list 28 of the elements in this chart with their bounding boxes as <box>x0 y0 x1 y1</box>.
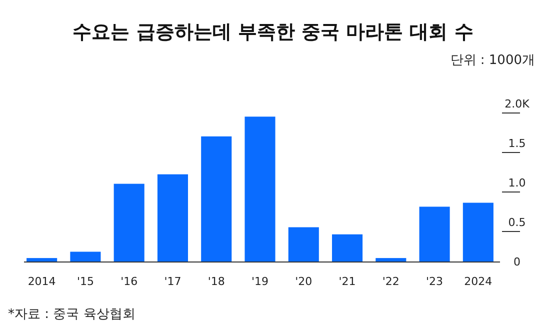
x-tick-label: 2024 <box>464 275 492 288</box>
bar <box>462 202 494 262</box>
bar <box>244 116 276 262</box>
y-tick-label: 1.5 <box>508 137 526 150</box>
bar <box>114 184 144 262</box>
x-tick-label: '20 <box>295 275 312 288</box>
chart-title: 수요는 급증하는데 부족한 중국 마라톤 대회 수 <box>72 21 474 43</box>
x-tick-label: '17 <box>164 275 182 288</box>
x-tick-label: '21 <box>338 275 356 288</box>
y-tick-label: 0.5 <box>508 216 526 229</box>
x-tick-label: '16 <box>120 275 138 288</box>
x-tick-label: 2014 <box>28 275 56 288</box>
x-tick-label: '22 <box>382 275 400 288</box>
bar <box>201 136 232 262</box>
bar <box>70 252 101 262</box>
y-tick-label: 0 <box>514 256 520 268</box>
bar <box>419 206 450 262</box>
bar <box>288 227 319 262</box>
x-tick-label: '18 <box>208 275 225 288</box>
y-tick-label: 1.0 <box>508 176 526 190</box>
x-tick-label: '23 <box>426 275 444 288</box>
y-tick-label: 2.0K <box>504 98 530 110</box>
x-tick-label: '15 <box>76 275 94 288</box>
x-tick-label: '19 <box>251 275 269 288</box>
bar <box>332 234 363 262</box>
text: 단위 : 1000개 <box>450 53 535 68</box>
text: *자료 : 중국 육상협회 <box>8 307 136 322</box>
bar <box>157 174 188 262</box>
